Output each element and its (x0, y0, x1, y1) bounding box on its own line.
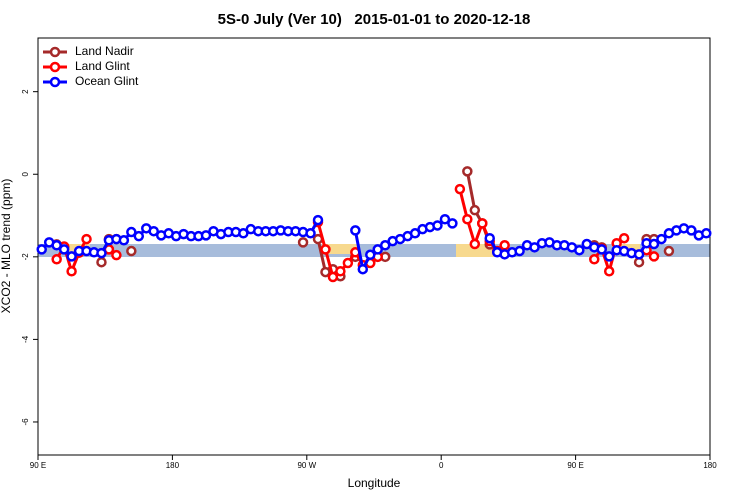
point (200, 230, 212, 241)
point (633, 249, 645, 260)
x-tick-label: 90 W (297, 461, 316, 470)
point (656, 233, 667, 245)
point (447, 218, 458, 229)
point (126, 226, 137, 238)
legend-marker (49, 76, 61, 88)
point (499, 240, 510, 251)
point (469, 204, 481, 216)
y-axis-label: XCO2 - MLO trend (ppm) (0, 179, 13, 314)
point (648, 251, 660, 262)
point (238, 228, 249, 239)
point (58, 244, 70, 255)
point (618, 232, 630, 244)
point (133, 230, 145, 242)
point (350, 225, 361, 236)
point (596, 244, 607, 255)
point (484, 232, 495, 244)
x-tick-label: 180 (166, 461, 180, 470)
point (312, 214, 324, 226)
point (96, 247, 107, 259)
point (603, 251, 615, 262)
chart-title: 5S-0 July (Ver 10) 2015-01-01 to 2020-12… (218, 11, 531, 28)
point (335, 266, 346, 277)
point (111, 249, 122, 261)
point (357, 263, 369, 275)
legend-label: Land Glint (75, 59, 130, 73)
y-tick-label: -2 (21, 253, 30, 261)
point (118, 235, 130, 246)
point (477, 218, 488, 229)
point (297, 237, 309, 248)
point (701, 228, 712, 239)
point (372, 244, 383, 255)
legend-label: Land Nadir (75, 44, 134, 58)
point (439, 214, 451, 225)
point (126, 245, 137, 257)
point (342, 257, 354, 269)
point (648, 238, 660, 250)
point (432, 220, 443, 231)
y-tick-label: 0 (21, 171, 30, 176)
y-tick-label: -6 (21, 418, 30, 426)
point (379, 240, 391, 251)
x-tick-label: 0 (439, 461, 444, 470)
point (603, 266, 615, 277)
point (36, 244, 47, 255)
y-tick-label: -4 (21, 335, 30, 343)
x-tick-label: 90 E (567, 461, 583, 470)
point (462, 214, 473, 225)
point (574, 244, 585, 256)
land-band (322, 244, 358, 254)
series (36, 214, 712, 275)
point (454, 183, 466, 195)
legend-marker (49, 46, 61, 58)
point (305, 228, 316, 239)
point (365, 249, 376, 261)
land-band (456, 244, 494, 257)
point (589, 254, 600, 265)
point (51, 254, 62, 265)
x-axis-label: Longitude (348, 476, 401, 490)
point (686, 225, 697, 236)
x-tick-label: 180 (703, 461, 717, 470)
point (66, 251, 77, 262)
legend-marker (49, 61, 61, 73)
y-tick-label: 2 (21, 89, 30, 94)
point (148, 225, 159, 237)
legend-label: Ocean Glint (75, 74, 139, 88)
point (529, 242, 540, 253)
point (469, 238, 481, 250)
point (409, 228, 421, 239)
point (514, 245, 525, 257)
point (663, 245, 675, 257)
point (66, 266, 77, 277)
x-tick-label: 90 E (30, 461, 46, 470)
point (462, 166, 473, 177)
point (320, 244, 331, 255)
point (51, 240, 62, 251)
point (96, 256, 107, 268)
point (81, 233, 92, 245)
point (327, 271, 339, 283)
